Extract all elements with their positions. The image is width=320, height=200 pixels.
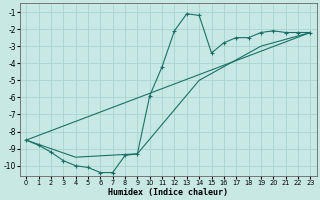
X-axis label: Humidex (Indice chaleur): Humidex (Indice chaleur) bbox=[108, 188, 228, 197]
